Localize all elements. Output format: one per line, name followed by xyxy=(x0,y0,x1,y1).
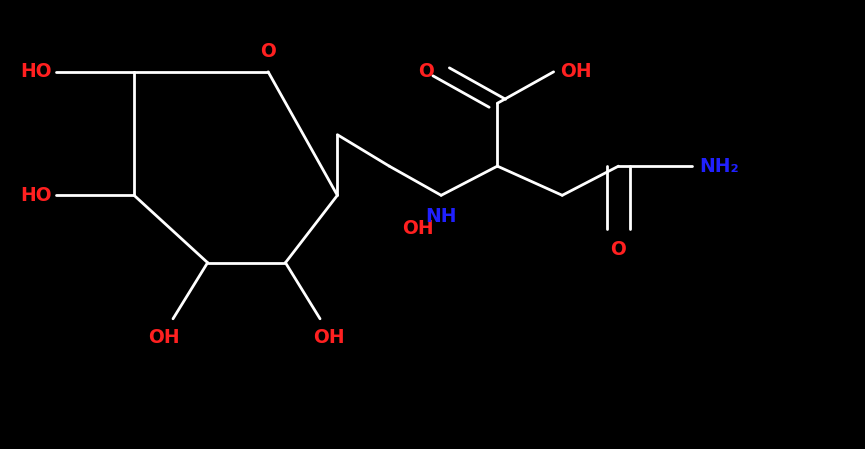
Text: NH: NH xyxy=(426,207,457,225)
Text: O: O xyxy=(419,62,434,81)
Text: OH: OH xyxy=(313,328,344,347)
Text: NH₂: NH₂ xyxy=(699,157,739,176)
Text: OH: OH xyxy=(561,62,593,81)
Text: O: O xyxy=(260,42,276,61)
Text: O: O xyxy=(611,240,626,259)
Text: OH: OH xyxy=(149,328,180,347)
Text: HO: HO xyxy=(20,186,52,205)
Text: HO: HO xyxy=(20,62,52,81)
Text: OH: OH xyxy=(402,220,434,238)
